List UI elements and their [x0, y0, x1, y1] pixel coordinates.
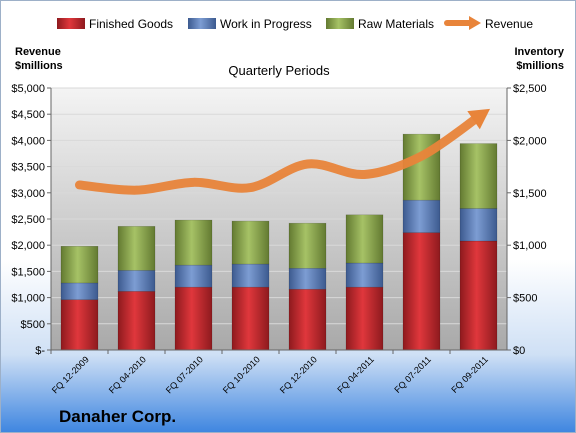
left-axis-title-line2: $millions: [15, 60, 63, 72]
left-tick-label: $4,000: [11, 135, 45, 147]
right-tick-label: $500: [513, 293, 537, 305]
bar-raw-materials: [174, 219, 213, 266]
x-tick-label: FQ 07-2011: [392, 354, 433, 395]
bar-finished-goods: [231, 286, 270, 351]
legend-item-work-in-progress: Work in Progress: [188, 17, 312, 31]
left-tick-label: $1,500: [11, 266, 45, 278]
x-tick-label: FQ 10-2010: [221, 354, 262, 395]
company-name: Danaher Corp.: [59, 407, 176, 426]
bar-work-in-progress: [174, 264, 213, 288]
legend-arrow-revenue: [469, 16, 481, 30]
legend-item-raw-materials: Raw Materials: [326, 17, 434, 31]
right-axis-title-line1: Inventory: [514, 46, 564, 58]
left-axis: $- $500 $1,000 $1,500 $2,000 $2,500 $3,000 $3,5…: [11, 83, 52, 357]
left-tick-label: $2,500: [11, 214, 45, 226]
revenue-line-layer: [75, 108, 491, 195]
left-tick-label: $5,000: [11, 83, 45, 95]
bar-work-in-progress: [345, 262, 384, 288]
legend-label-work-in-progress: Work in Progress: [220, 17, 312, 31]
right-axis-title-line2: $millions: [516, 60, 564, 72]
revenue-line: [75, 112, 483, 195]
bar-work-in-progress: [288, 268, 327, 290]
x-tick-label: FQ 12-2010: [278, 354, 319, 395]
left-tick-label: $4,500: [11, 109, 45, 121]
left-axis-title-line1: Revenue: [15, 46, 61, 58]
revenue-arrowhead: [467, 108, 491, 130]
bar-finished-goods: [402, 232, 441, 351]
bar-raw-materials: [459, 143, 498, 209]
right-tick-label: $2,500: [513, 83, 547, 95]
x-tick-label: FQ 12-2009: [50, 354, 91, 395]
bar-finished-goods: [60, 299, 99, 351]
right-tick-label: $1,000: [513, 240, 547, 252]
legend-label-revenue: Revenue: [485, 17, 533, 31]
x-tick-label: FQ 04-2011: [335, 354, 376, 395]
category-axis: FQ 12-2009 FQ 04-2010 FQ 07-2010 FQ 10-2010…: [50, 349, 507, 395]
right-tick-label: $0: [513, 345, 525, 357]
legend-label-raw-materials: Raw Materials: [358, 17, 434, 31]
right-tick-label: $1,500: [513, 188, 547, 200]
bar-finished-goods: [288, 288, 327, 351]
left-tick-label: $3,500: [11, 162, 45, 174]
bar-work-in-progress: [117, 270, 156, 292]
right-tick-label: $2,000: [513, 135, 547, 147]
left-tick-label: $1,000: [11, 293, 45, 305]
left-tick-label: $3,000: [11, 188, 45, 200]
bar-raw-materials: [231, 220, 270, 265]
legend-item-finished-goods: Finished Goods: [57, 17, 173, 31]
left-tick-label: $2,000: [11, 240, 45, 252]
bar-work-in-progress: [60, 282, 99, 300]
legend-label-finished-goods: Finished Goods: [89, 17, 173, 31]
legend: Finished Goods Work in Progress Raw Mate…: [57, 16, 533, 31]
bar-finished-goods: [345, 286, 384, 351]
legend-item-revenue: Revenue: [444, 16, 533, 31]
right-axis: $0 $500 $1,000 $1,500 $2,000 $2,500: [506, 83, 547, 357]
bar-raw-materials: [345, 214, 384, 264]
x-tick-label: FQ 09-2011: [449, 354, 490, 395]
bar-raw-materials: [117, 226, 156, 271]
bars: [60, 133, 498, 351]
x-tick-label: FQ 07-2010: [164, 354, 205, 395]
legend-swatch-raw-materials: [326, 18, 354, 29]
bar-work-in-progress: [231, 263, 270, 288]
bar-work-in-progress: [402, 199, 441, 233]
left-tick-label: $-: [35, 345, 45, 357]
bar-finished-goods: [174, 286, 213, 351]
legend-swatch-finished-goods: [57, 18, 85, 29]
plot-title: Quarterly Periods: [228, 63, 330, 78]
bar-raw-materials: [60, 245, 99, 284]
bar-raw-materials: [288, 222, 327, 269]
legend-swatch-work-in-progress: [188, 18, 216, 29]
left-tick-label: $500: [21, 319, 45, 331]
bar-finished-goods: [117, 291, 156, 351]
x-tick-label: FQ 04-2010: [107, 354, 148, 395]
bar-finished-goods: [459, 240, 498, 351]
bar-work-in-progress: [459, 208, 498, 242]
